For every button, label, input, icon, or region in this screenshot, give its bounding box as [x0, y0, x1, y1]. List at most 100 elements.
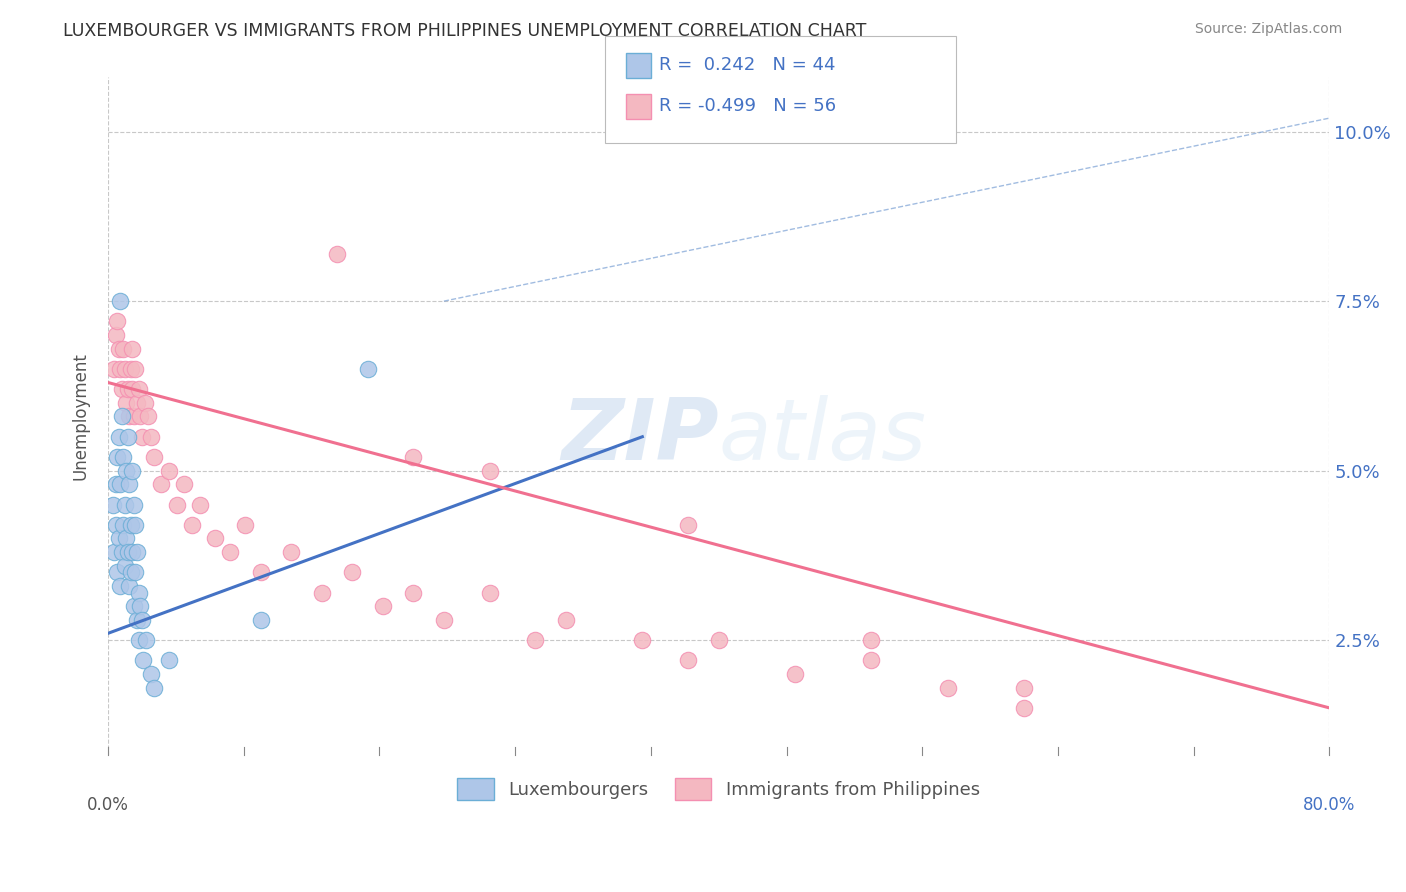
- Point: [860, 633, 883, 648]
- Point: [173, 477, 195, 491]
- Point: [118, 477, 141, 491]
- Point: [112, 342, 135, 356]
- Point: [105, 450, 128, 464]
- Text: atlas: atlas: [718, 395, 927, 478]
- Point: [121, 545, 143, 559]
- Point: [108, 362, 131, 376]
- Point: [129, 599, 152, 614]
- Point: [125, 396, 148, 410]
- Point: [120, 517, 142, 532]
- Point: [371, 599, 394, 614]
- Point: [117, 545, 139, 559]
- Text: R = -0.499   N = 56: R = -0.499 N = 56: [659, 97, 837, 115]
- Point: [134, 396, 156, 410]
- Text: R =  0.242   N = 44: R = 0.242 N = 44: [659, 56, 837, 74]
- Point: [122, 498, 145, 512]
- Point: [555, 613, 578, 627]
- Point: [676, 653, 699, 667]
- Point: [142, 450, 165, 464]
- Point: [104, 517, 127, 532]
- Point: [129, 409, 152, 424]
- Point: [219, 545, 242, 559]
- Point: [157, 653, 180, 667]
- Point: [121, 342, 143, 356]
- Point: [108, 579, 131, 593]
- Text: LUXEMBOURGER VS IMMIGRANTS FROM PHILIPPINES UNEMPLOYMENT CORRELATION CHART: LUXEMBOURGER VS IMMIGRANTS FROM PHILIPPI…: [63, 22, 866, 40]
- Point: [105, 566, 128, 580]
- Point: [188, 498, 211, 512]
- Point: [132, 653, 155, 667]
- Point: [120, 566, 142, 580]
- Point: [478, 585, 501, 599]
- Text: 0.0%: 0.0%: [87, 796, 129, 814]
- Point: [118, 579, 141, 593]
- Point: [135, 633, 157, 648]
- Y-axis label: Unemployment: Unemployment: [72, 352, 89, 480]
- Point: [157, 464, 180, 478]
- Point: [142, 681, 165, 695]
- Point: [128, 633, 150, 648]
- Point: [1012, 681, 1035, 695]
- Point: [108, 294, 131, 309]
- Point: [524, 633, 547, 648]
- Point: [356, 362, 378, 376]
- Point: [115, 464, 138, 478]
- Point: [104, 477, 127, 491]
- Point: [131, 613, 153, 627]
- Point: [631, 633, 654, 648]
- Point: [166, 498, 188, 512]
- Point: [204, 532, 226, 546]
- Point: [103, 545, 125, 559]
- Point: [108, 477, 131, 491]
- Text: 80.0%: 80.0%: [1303, 796, 1355, 814]
- Point: [111, 409, 134, 424]
- Point: [125, 613, 148, 627]
- Point: [860, 653, 883, 667]
- Point: [478, 464, 501, 478]
- Point: [107, 532, 129, 546]
- Point: [115, 396, 138, 410]
- Point: [249, 566, 271, 580]
- Point: [136, 409, 159, 424]
- Point: [783, 667, 806, 681]
- Point: [125, 545, 148, 559]
- Point: [107, 430, 129, 444]
- Point: [936, 681, 959, 695]
- Point: [118, 409, 141, 424]
- Point: [103, 362, 125, 376]
- Point: [114, 558, 136, 573]
- Point: [139, 667, 162, 681]
- Point: [181, 517, 204, 532]
- Point: [124, 517, 146, 532]
- Point: [122, 599, 145, 614]
- Point: [311, 585, 333, 599]
- Point: [114, 498, 136, 512]
- Point: [101, 498, 124, 512]
- Point: [676, 517, 699, 532]
- Point: [111, 545, 134, 559]
- Point: [105, 314, 128, 328]
- Point: [104, 328, 127, 343]
- Legend: Luxembourgers, Immigrants from Philippines: Luxembourgers, Immigrants from Philippin…: [450, 771, 987, 807]
- Point: [280, 545, 302, 559]
- Point: [121, 464, 143, 478]
- Point: [122, 409, 145, 424]
- Point: [235, 517, 257, 532]
- Point: [124, 362, 146, 376]
- Point: [433, 613, 456, 627]
- Point: [117, 430, 139, 444]
- Point: [128, 585, 150, 599]
- Text: ZIP: ZIP: [561, 395, 718, 478]
- Point: [707, 633, 730, 648]
- Point: [112, 450, 135, 464]
- Point: [402, 450, 425, 464]
- Point: [326, 246, 349, 260]
- Point: [342, 566, 364, 580]
- Point: [124, 566, 146, 580]
- Point: [121, 382, 143, 396]
- Point: [1012, 701, 1035, 715]
- Point: [111, 382, 134, 396]
- Text: Source: ZipAtlas.com: Source: ZipAtlas.com: [1195, 22, 1343, 37]
- Point: [128, 382, 150, 396]
- Point: [249, 613, 271, 627]
